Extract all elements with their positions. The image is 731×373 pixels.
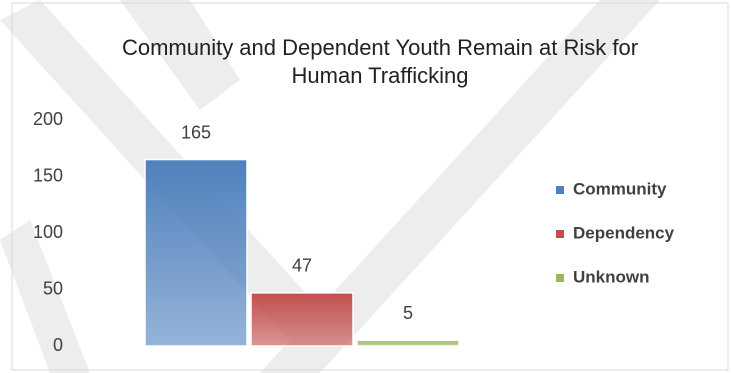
y-tick-label: 200 [33, 109, 63, 129]
bar [356, 339, 460, 347]
chart-border [11, 2, 729, 371]
legend-marker [556, 230, 564, 238]
legend-marker [556, 186, 564, 194]
data-label: 47 [292, 256, 312, 276]
chart-title: Community and Dependent Youth Remain at … [121, 35, 639, 88]
y-tick-label: 150 [33, 165, 63, 185]
legend-label: Dependency [573, 223, 675, 242]
y-tick-label: 50 [43, 278, 63, 298]
y-tick-label: 0 [53, 335, 63, 355]
legend-label: Community [573, 179, 667, 198]
bar [144, 158, 248, 347]
data-label: 5 [403, 303, 413, 323]
legend-marker [556, 274, 564, 282]
data-label: 165 [181, 122, 211, 142]
bar [250, 292, 354, 347]
y-tick-label: 100 [33, 222, 63, 242]
legend-label: Unknown [573, 267, 650, 286]
